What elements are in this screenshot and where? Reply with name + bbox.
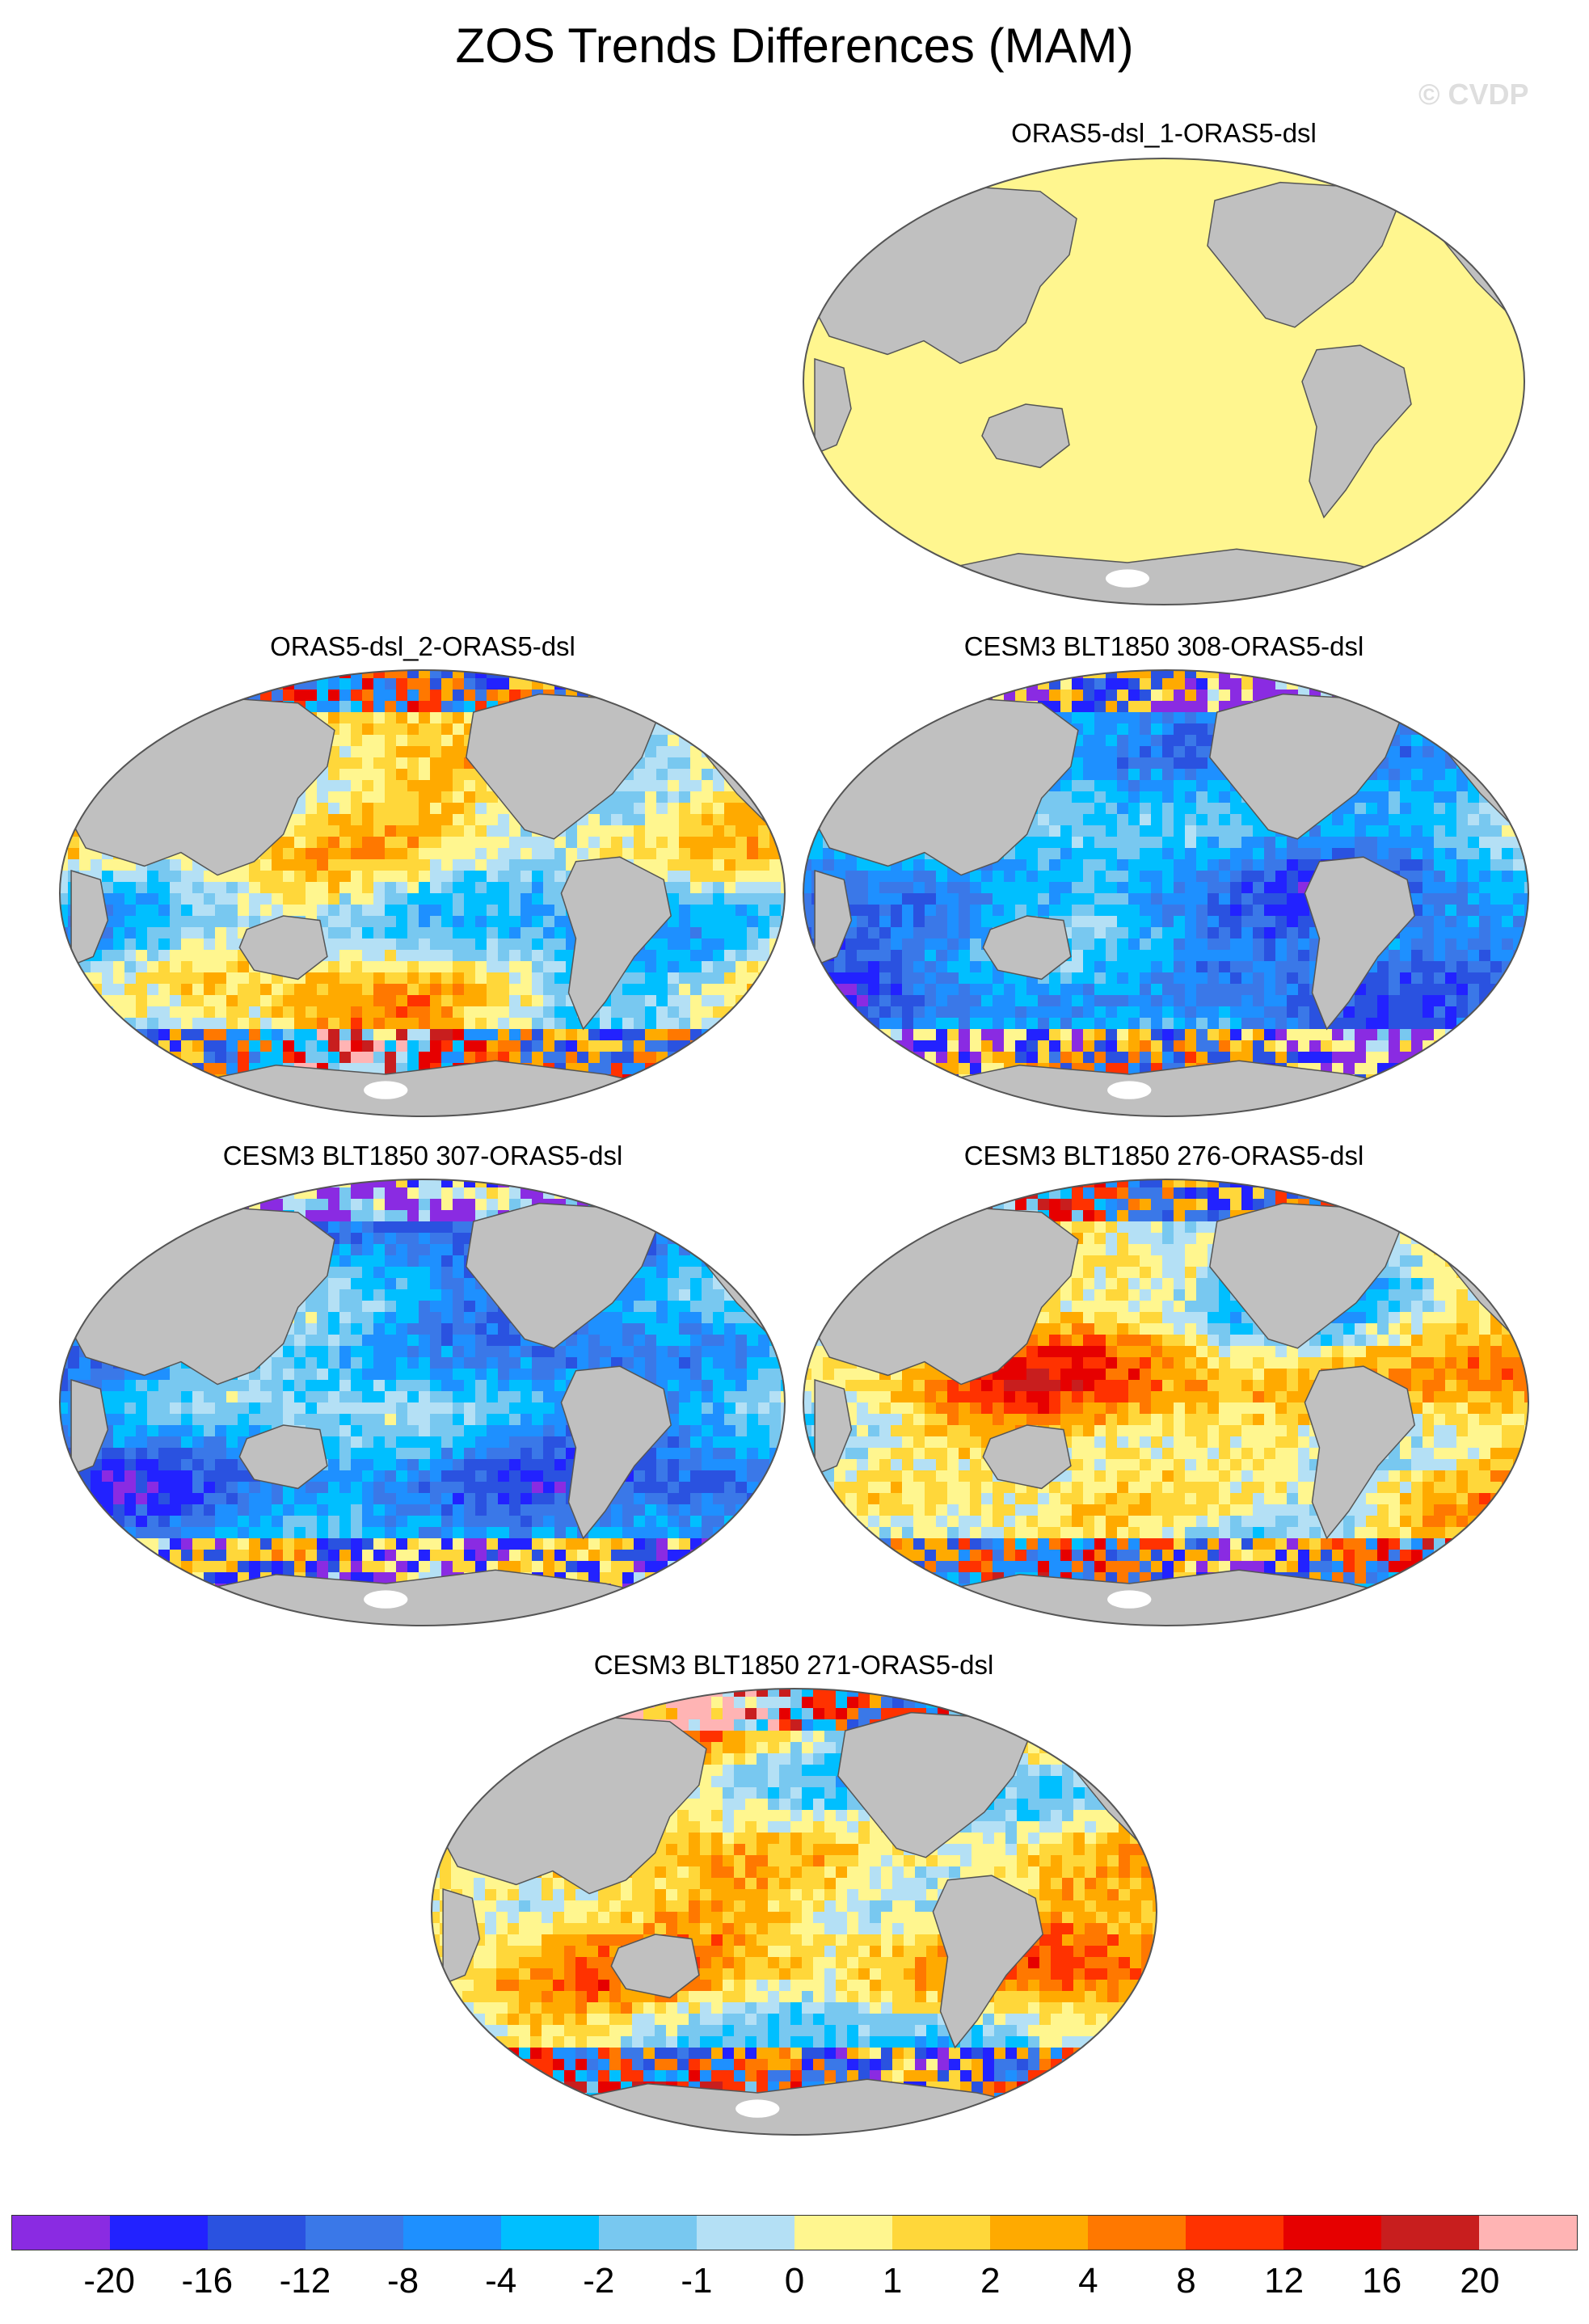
colorbar-tick-label: -4 xyxy=(485,2261,517,2301)
colorbar-tick-label: -1 xyxy=(681,2261,713,2301)
map-outline xyxy=(59,1179,786,1626)
land-mass xyxy=(560,856,672,1031)
colorbar-swatch xyxy=(1186,2216,1283,2250)
land-mass xyxy=(982,915,1072,981)
land-mass xyxy=(238,1424,328,1490)
map-panel-1 xyxy=(803,158,1525,605)
panel-title-2: ORAS5-dsl_2-ORAS5-dsl xyxy=(270,631,575,661)
colorbar-swatch xyxy=(306,2216,403,2250)
colorbar-swatch xyxy=(208,2216,306,2250)
map-panel-4 xyxy=(59,1179,786,1626)
colorbar-swatch xyxy=(110,2216,208,2250)
colorbar xyxy=(11,2215,1578,2250)
page-title: ZOS Trends Differences (MAM) xyxy=(455,19,1134,73)
panel-title-5: CESM3 BLT1850 276-ORAS5-dsl xyxy=(963,1141,1364,1170)
colorbar-tick-label: 12 xyxy=(1264,2261,1304,2301)
colorbar-tick-label: -2 xyxy=(583,2261,615,2301)
panel-title-3: CESM3 BLT1850 308-ORAS5-dsl xyxy=(963,631,1364,661)
colorbar-swatch xyxy=(697,2216,794,2250)
colorbar-tick-label: 2 xyxy=(980,2261,1001,2301)
land-mass xyxy=(560,1365,672,1540)
land-mass xyxy=(238,915,328,981)
colorbar-tick-label: 20 xyxy=(1460,2261,1500,2301)
colorbar-swatch xyxy=(1283,2216,1381,2250)
map-outline xyxy=(59,669,786,1117)
map-panel-6 xyxy=(431,1688,1157,2136)
map-outline xyxy=(431,1688,1157,2136)
map-outline xyxy=(803,669,1529,1117)
colorbar-tick-label: 8 xyxy=(1176,2261,1196,2301)
land-mass xyxy=(1304,1365,1416,1540)
colorbar-labels: -20 -16 -12 -8 -4 -2 -1 0 1 2 4 8 12 16 20 xyxy=(0,2259,1589,2308)
colorbar-swatch xyxy=(794,2216,892,2250)
colorbar-swatch xyxy=(1381,2216,1479,2250)
colorbar-swatch xyxy=(403,2216,501,2250)
panel-title-1: ORAS5-dsl_1-ORAS5-dsl xyxy=(1011,118,1317,148)
panel-title-6: CESM3 BLT1850 271-ORAS5-dsl xyxy=(593,1650,994,1680)
land-mass xyxy=(981,403,1070,469)
map-panel-3 xyxy=(803,669,1529,1117)
colorbar-swatch xyxy=(12,2216,110,2250)
land-mass xyxy=(982,1424,1072,1490)
land-mass xyxy=(1301,344,1412,519)
colorbar-tick-label: -20 xyxy=(83,2261,135,2301)
map-outline xyxy=(803,1179,1529,1626)
colorbar-tick-label: 4 xyxy=(1078,2261,1098,2301)
map-panel-5 xyxy=(803,1179,1529,1626)
colorbar-swatch xyxy=(501,2216,599,2250)
colorbar-tick-label: -8 xyxy=(386,2261,419,2301)
colorbar-swatch xyxy=(599,2216,697,2250)
colorbar-tick-label: -12 xyxy=(279,2261,331,2301)
colorbar-swatch xyxy=(1479,2216,1577,2250)
colorbar-swatch xyxy=(990,2216,1088,2250)
map-outline xyxy=(803,158,1525,605)
colorbar-tick-label: -16 xyxy=(181,2261,234,2301)
land-mass xyxy=(1304,856,1416,1031)
map-panel-2 xyxy=(59,669,786,1117)
colorbar-swatch xyxy=(892,2216,990,2250)
colorbar-tick-label: 1 xyxy=(882,2261,903,2301)
colorbar-tick-label: 16 xyxy=(1362,2261,1402,2301)
colorbar-swatch xyxy=(1088,2216,1186,2250)
cvdp-watermark: © CVDP xyxy=(1418,78,1529,111)
panel-title-4: CESM3 BLT1850 307-ORAS5-dsl xyxy=(222,1141,623,1170)
land-mass xyxy=(610,1934,700,1999)
land-mass xyxy=(932,1875,1044,2049)
colorbar-tick-label: 0 xyxy=(784,2261,805,2301)
